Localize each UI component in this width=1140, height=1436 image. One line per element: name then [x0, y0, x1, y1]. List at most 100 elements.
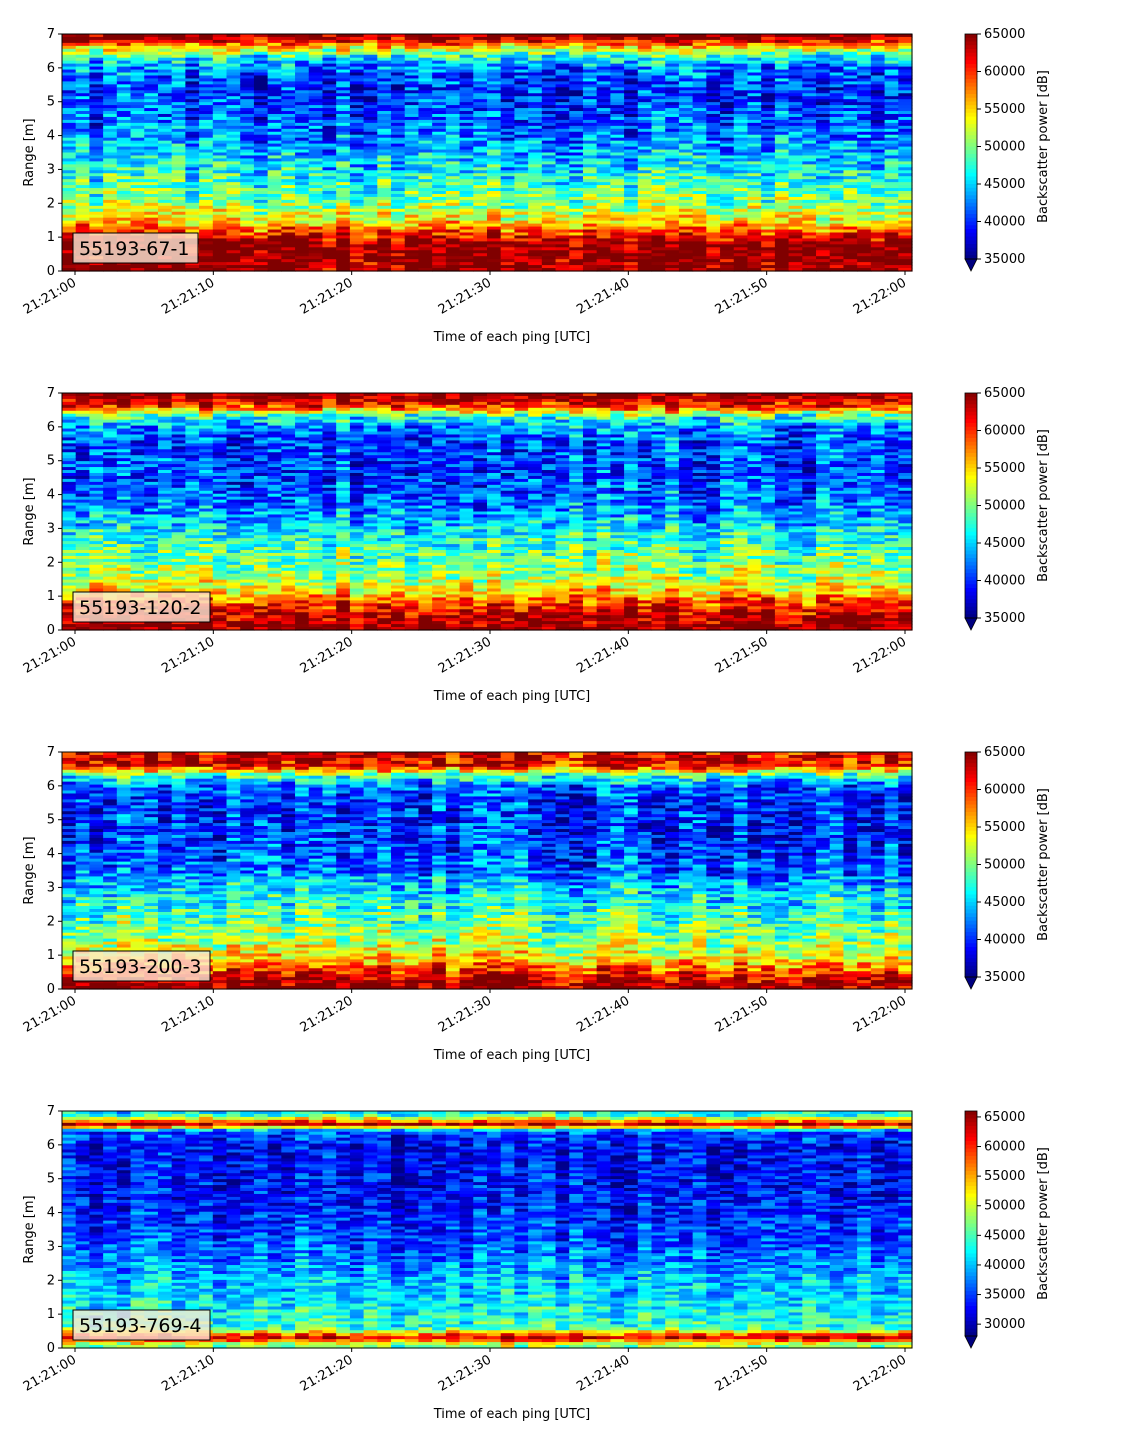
heatmap-cell: [185, 99, 200, 103]
heatmap-cell: [267, 125, 282, 130]
heatmap-cell: [157, 78, 173, 82]
heatmap-cell: [624, 265, 639, 269]
heatmap-cell: [404, 161, 420, 165]
heatmap-cell: [473, 90, 488, 94]
heatmap-cell: [308, 96, 324, 100]
heatmap-cell: [569, 128, 584, 133]
heatmap-cell: [391, 152, 406, 157]
heatmap-cell: [404, 170, 420, 174]
heatmap-cell: [185, 122, 200, 127]
heatmap-cell: [267, 152, 282, 157]
heatmap-cell: [281, 69, 296, 74]
heatmap-cell: [624, 131, 639, 136]
heatmap-cell: [253, 161, 269, 165]
heatmap-cell: [418, 45, 433, 50]
heatmap-cell: [761, 45, 776, 50]
heatmap-cell: [185, 119, 200, 124]
heatmap-cell: [363, 51, 378, 56]
heatmap-cell: [569, 39, 584, 44]
heatmap-cell: [144, 196, 159, 201]
heatmap-cell: [541, 75, 557, 80]
heatmap-cell: [171, 116, 186, 121]
heatmap-cell: [281, 214, 296, 219]
heatmap-cell: [391, 223, 406, 228]
heatmap-cell: [733, 54, 749, 59]
heatmap-cell: [761, 34, 776, 38]
heatmap-cell: [308, 143, 324, 148]
heatmap-cell: [596, 179, 611, 183]
heatmap-cell: [706, 146, 721, 151]
heatmap-cell: [185, 149, 200, 154]
heatmap-cell: [267, 122, 282, 127]
heatmap-cell: [281, 36, 296, 41]
heatmap-cell: [610, 185, 625, 189]
heatmap-cell: [733, 42, 749, 47]
heatmap-cell: [377, 137, 392, 142]
heatmap-cell: [774, 155, 790, 160]
heatmap-cell: [157, 199, 173, 204]
heatmap-cell: [555, 84, 570, 88]
heatmap-cell: [500, 99, 516, 103]
heatmap-cell: [418, 93, 433, 97]
heatmap-cell: [349, 164, 365, 168]
heatmap-cell: [733, 223, 749, 228]
heatmap-cell: [528, 78, 543, 82]
heatmap-cell: [377, 152, 392, 157]
colorbar-segment: [965, 34, 977, 39]
heatmap-cell: [75, 137, 91, 142]
heatmap-cell: [363, 81, 378, 85]
heatmap-cell: [774, 179, 790, 183]
heatmap-cell: [774, 202, 790, 207]
heatmap-cell: [528, 39, 543, 44]
heatmap-cell: [130, 125, 145, 130]
heatmap-cell: [541, 69, 557, 74]
heatmap-cell: [404, 125, 420, 130]
heatmap-cell: [432, 122, 447, 127]
heatmap-cell: [528, 167, 543, 171]
heatmap-cell: [720, 152, 735, 157]
heatmap-cell: [212, 176, 228, 180]
heatmap-cell: [637, 60, 653, 65]
heatmap-cell: [89, 72, 104, 77]
heatmap-cell: [404, 167, 420, 171]
heatmap-cell: [89, 99, 104, 103]
heatmap-cell: [322, 60, 337, 65]
heatmap-cell: [459, 143, 474, 148]
heatmap-cell: [637, 69, 653, 74]
heatmap-cell: [637, 238, 653, 242]
heatmap-cell: [185, 217, 200, 222]
heatmap-cell: [267, 214, 282, 219]
heatmap-cell: [651, 250, 666, 254]
heatmap-cell: [322, 158, 337, 162]
heatmap-cell: [720, 125, 735, 130]
heatmap-cell: [281, 182, 296, 186]
heatmap-cell: [788, 34, 803, 38]
heatmap-cell: [75, 182, 91, 186]
heatmap-cell: [706, 262, 721, 266]
heatmap-cell: [500, 57, 516, 62]
heatmap-cell: [582, 96, 598, 100]
y-tick-label: 2: [47, 196, 55, 211]
heatmap-cell: [596, 205, 611, 210]
heatmap-cell: [651, 90, 666, 94]
heatmap-cell: [761, 60, 776, 65]
heatmap-cell: [651, 105, 666, 109]
heatmap-cell: [610, 188, 625, 192]
heatmap-cell: [89, 140, 104, 145]
heatmap-cell: [459, 173, 474, 177]
heatmap-cell: [624, 128, 639, 133]
heatmap-cell: [720, 179, 735, 183]
heatmap-cell: [130, 69, 145, 74]
heatmap-cell: [391, 229, 406, 234]
heatmap-cell: [706, 223, 721, 228]
heatmap-cell: [582, 42, 598, 47]
heatmap-cell: [473, 36, 488, 41]
heatmap-cell: [253, 60, 269, 65]
heatmap-cell: [62, 152, 77, 157]
heatmap-cell: [528, 57, 543, 62]
heatmap-cell: [295, 125, 310, 130]
heatmap-cell: [500, 241, 516, 245]
heatmap-cell: [212, 226, 228, 231]
heatmap-cell: [500, 259, 516, 263]
heatmap-cell: [774, 173, 790, 177]
